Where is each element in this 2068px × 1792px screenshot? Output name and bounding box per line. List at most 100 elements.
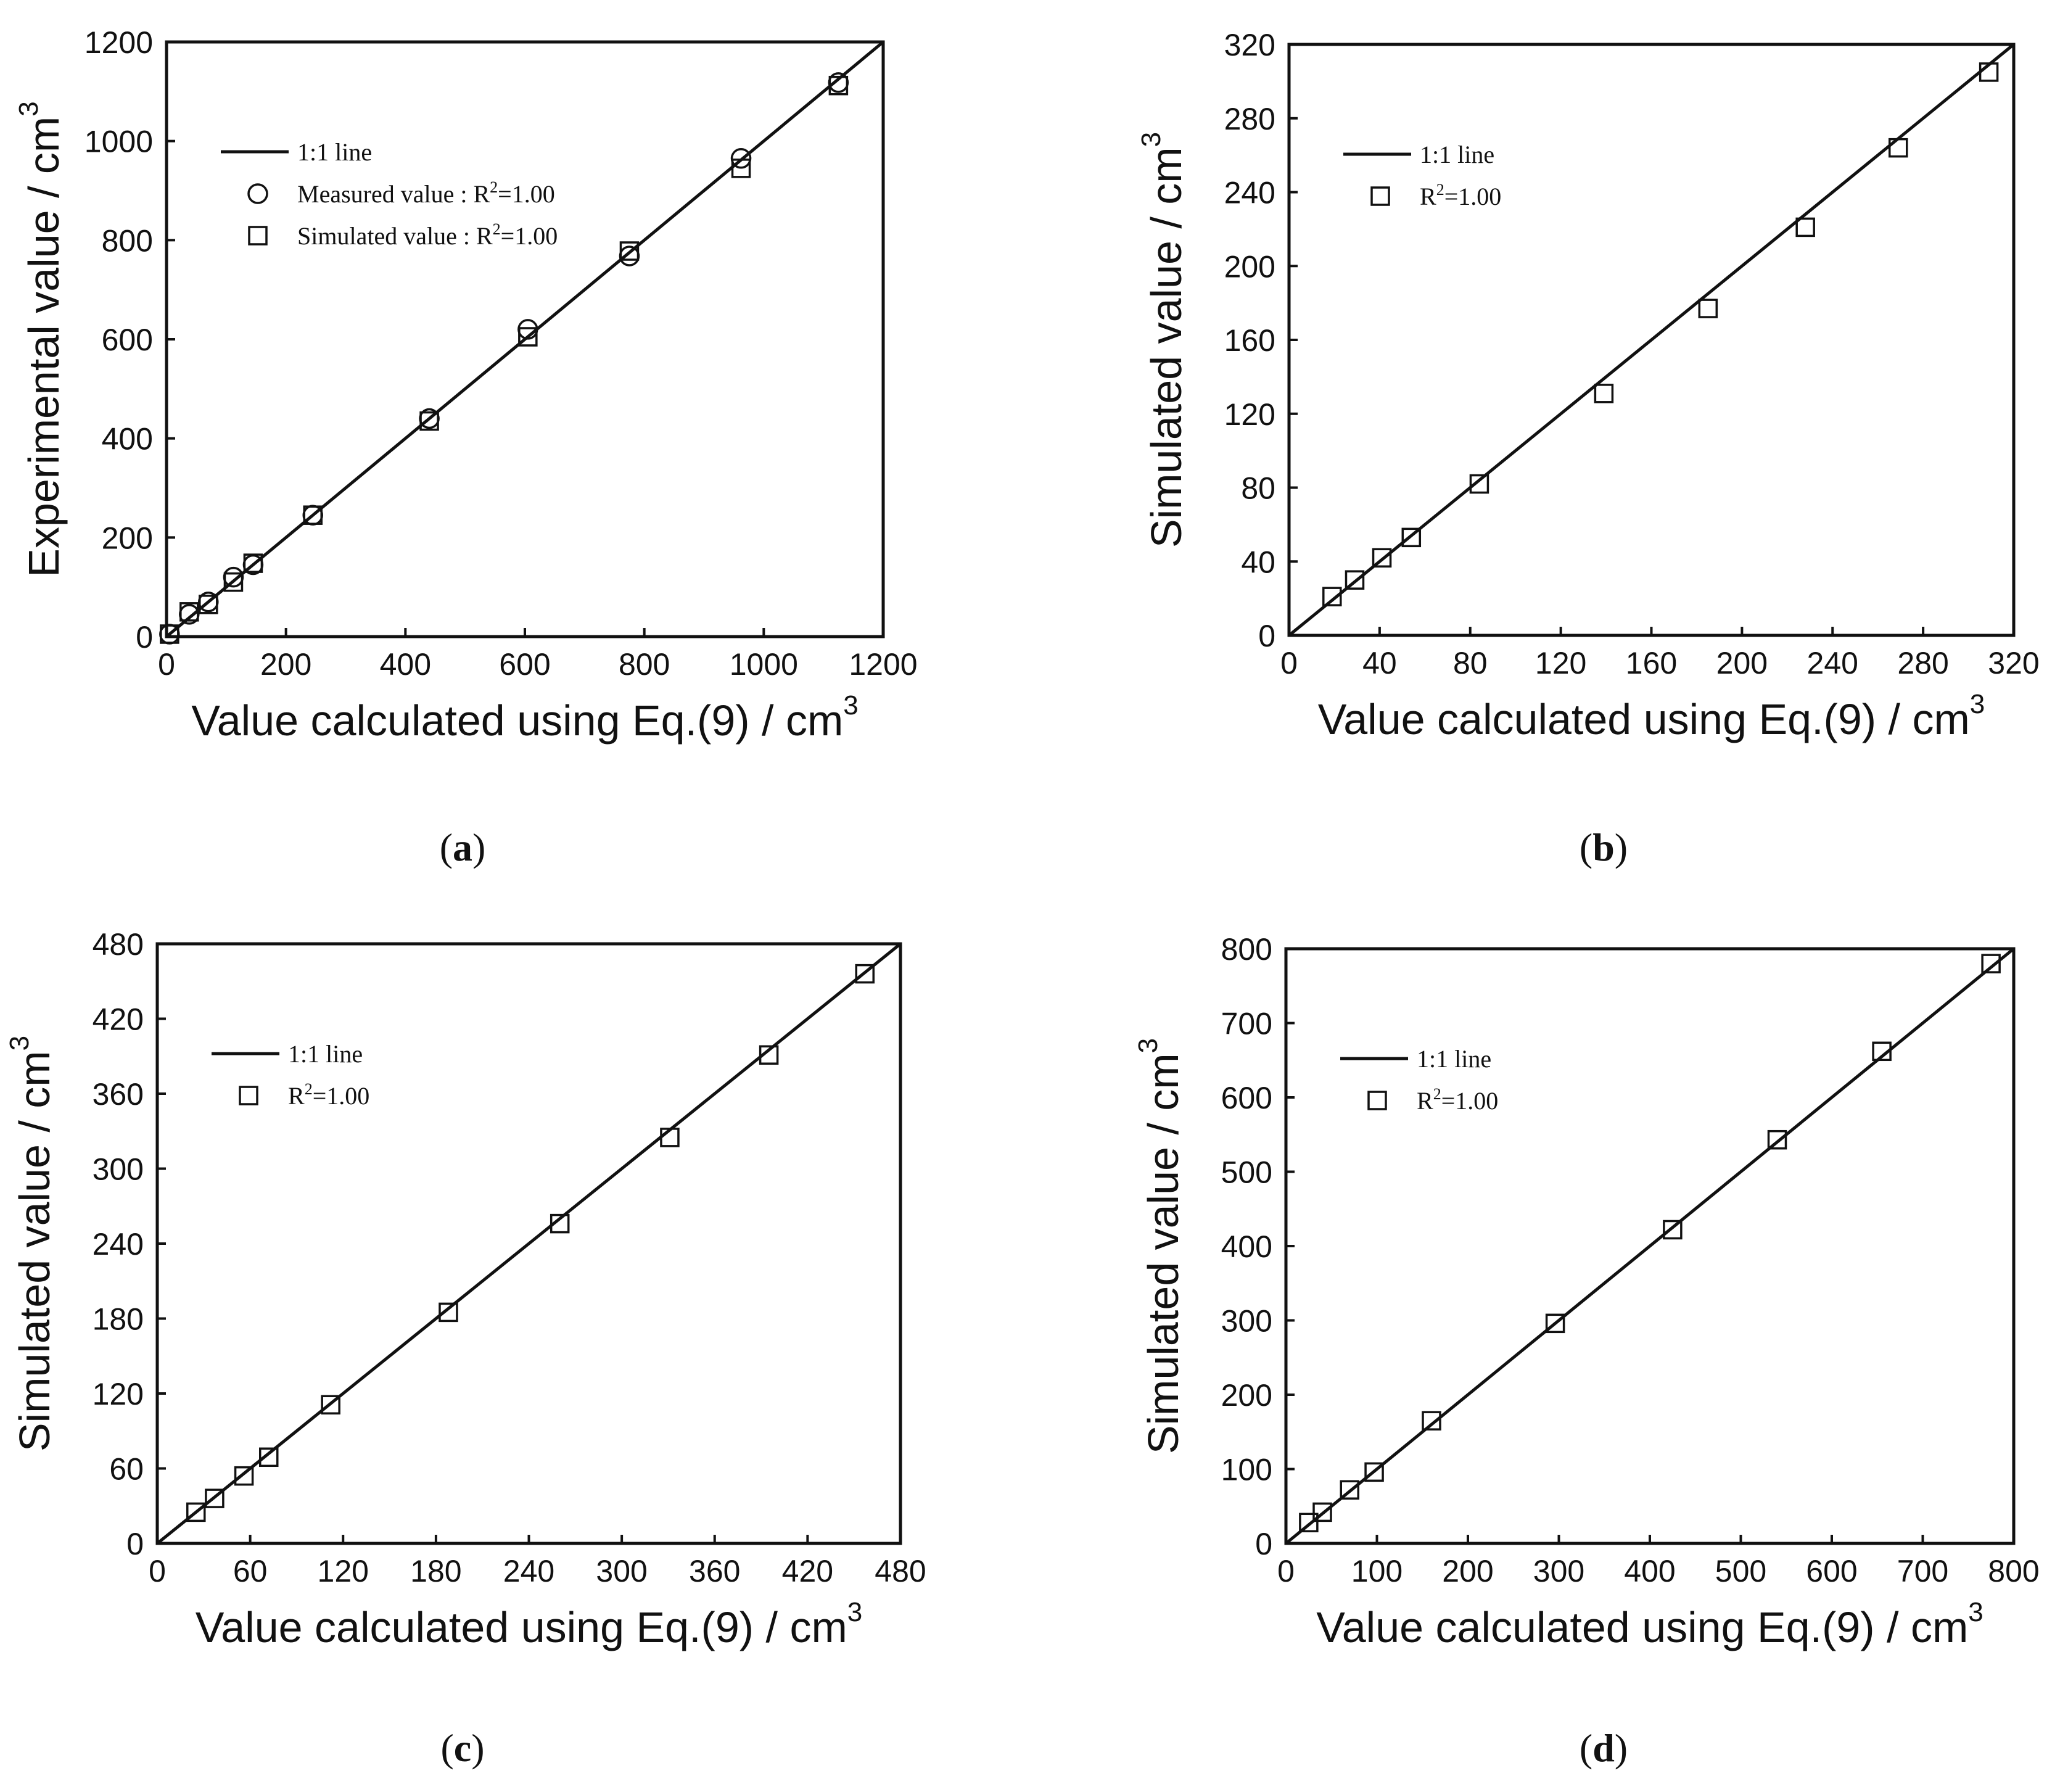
x-tick-label: 120 (318, 1554, 369, 1588)
reference-line-1to1 (165, 41, 884, 638)
x-tick-label: 480 (875, 1554, 926, 1588)
data-point-square (759, 1045, 779, 1065)
y-tick-label: 360 (93, 1077, 144, 1112)
x-axis-label-sup: 3 (1968, 1597, 1983, 1627)
caption-letter: c (454, 1726, 471, 1770)
data-point-square (243, 553, 263, 573)
x-tick-label: 400 (380, 647, 431, 682)
caption-open-paren: ( (1580, 1726, 1592, 1770)
x-tick-label: 500 (1715, 1554, 1766, 1588)
data-point-square (855, 964, 875, 984)
data-point-square (1340, 1480, 1359, 1500)
x-tick-label: 200 (1442, 1554, 1493, 1588)
data-point-square (1594, 384, 1614, 403)
series-simulated (1299, 954, 2001, 1533)
y-tick-label: 280 (1224, 102, 1275, 136)
data-point-square (439, 1302, 458, 1323)
y-tick-label: 500 (1221, 1155, 1272, 1190)
y-axis-label: Simulated value / cm3 (1133, 1038, 1187, 1454)
data-point-square (1795, 217, 1815, 237)
y-tick-label: 200 (1221, 1378, 1272, 1413)
legend-series-name: Measured value (297, 180, 454, 208)
y-axis-label: Simulated value / cm3 (4, 1036, 59, 1451)
x-tick-label: 180 (410, 1554, 461, 1588)
x-tick-label: 120 (1535, 646, 1586, 680)
y-tick-label: 600 (102, 323, 153, 357)
y-tick-label: 320 (1224, 28, 1275, 62)
data-point-square (1401, 527, 1422, 548)
legend-r2-sup: 2 (493, 220, 501, 238)
y-tick-label: 180 (93, 1302, 144, 1337)
y-tick-label: 1200 (84, 25, 153, 60)
legend-r2-prefix: R (288, 1082, 305, 1110)
y-tick-label: 400 (1221, 1229, 1272, 1264)
legend-label-reference: 1:1 line (297, 138, 372, 166)
x-axis-label: Value calculated using Eq.(9) / cm3 (1318, 689, 1985, 743)
legend-r2-value: =1.00 (313, 1082, 370, 1110)
y-tick-label: 200 (102, 521, 153, 555)
x-tick-label: 1200 (849, 647, 917, 682)
data-point-square (179, 602, 199, 622)
y-axis-label-text: Experimental value / cm (20, 117, 68, 577)
legend-r2-value: =1.00 (498, 180, 555, 208)
data-point-square (199, 595, 218, 614)
y-tick-label: 700 (1221, 1007, 1272, 1041)
data-point-square (1345, 570, 1365, 590)
data-point-square (321, 1395, 340, 1414)
data-point-square (518, 327, 538, 347)
x-tick-label: 280 (1897, 646, 1948, 680)
legend-series-name: Simulated value (297, 222, 457, 250)
series-simulated (1322, 62, 1999, 606)
x-tick-label: 360 (689, 1554, 740, 1588)
y-tick-label: 0 (126, 1527, 144, 1561)
data-point-square (1663, 1220, 1683, 1240)
x-tick-label: 800 (619, 647, 670, 682)
x-tick-label: 240 (1807, 646, 1858, 680)
x-tick-label: 160 (1626, 646, 1677, 680)
legend-label-series: R2=1.00 (288, 1080, 369, 1110)
x-axis-label-sup: 3 (847, 1597, 862, 1627)
legend-r2-sup: 2 (1433, 1085, 1441, 1103)
series-simulated-value (160, 75, 849, 644)
legend-r2-sup: 2 (1436, 181, 1444, 199)
x-tick-label: 100 (1351, 1554, 1403, 1588)
x-axis-label: Value calculated using Eq.(9) / cm3 (191, 690, 859, 745)
y-axis-label-sup: 3 (1136, 132, 1166, 147)
legend: 1:1 line R2=1.00 (1343, 141, 1501, 210)
x-axis-label-sup: 3 (843, 690, 858, 721)
caption-open-paren: ( (440, 825, 453, 869)
y-tick-label: 800 (102, 223, 153, 258)
data-point-square (186, 1502, 206, 1522)
x-tick-label: 300 (596, 1554, 647, 1588)
data-point-square (1299, 1513, 1319, 1533)
legend-label-reference: 1:1 line (288, 1040, 363, 1068)
caption-letter: a (453, 825, 472, 869)
y-tick-label: 240 (93, 1227, 144, 1261)
chart-panel-a: 0 200 400 600 800 1000 1200 0 200 400 600 800 1000 12… (14, 25, 918, 869)
reference-line-1to1 (1288, 43, 2015, 637)
legend-series-sep: : (454, 180, 473, 208)
reference-line-1to1 (1285, 948, 2015, 1545)
data-point-square (1767, 1129, 1787, 1150)
legend-r2-sup: 2 (305, 1080, 313, 1098)
data-point-square (303, 505, 323, 525)
x-tick-label: 40 (1362, 646, 1397, 680)
data-point-square (1888, 138, 1908, 158)
legend-label-reference: 1:1 line (1420, 141, 1494, 168)
x-axis-label: Value calculated using Eq.(9) / cm3 (1316, 1597, 1984, 1651)
x-tick-label: 200 (1716, 646, 1768, 680)
y-tick-label: 200 (1224, 249, 1275, 284)
x-tick-label: 1000 (730, 647, 798, 682)
y-tick-label: 300 (1221, 1304, 1272, 1339)
data-point-square (660, 1128, 680, 1147)
x-axis-label-text: Value calculated using Eq.(9) / cm (1316, 1603, 1968, 1651)
x-axis-label: Value calculated using Eq.(9) / cm3 (196, 1597, 863, 1651)
x-tick-label: 700 (1897, 1554, 1948, 1588)
x-tick-label: 0 (1277, 1554, 1295, 1588)
legend-label-series: R2=1.00 (1420, 181, 1501, 210)
legend-r2-sup: 2 (490, 178, 498, 196)
panel-caption: (b) (1580, 825, 1628, 869)
data-point-square (1979, 62, 1999, 82)
y-tick-label: 420 (93, 1002, 144, 1037)
